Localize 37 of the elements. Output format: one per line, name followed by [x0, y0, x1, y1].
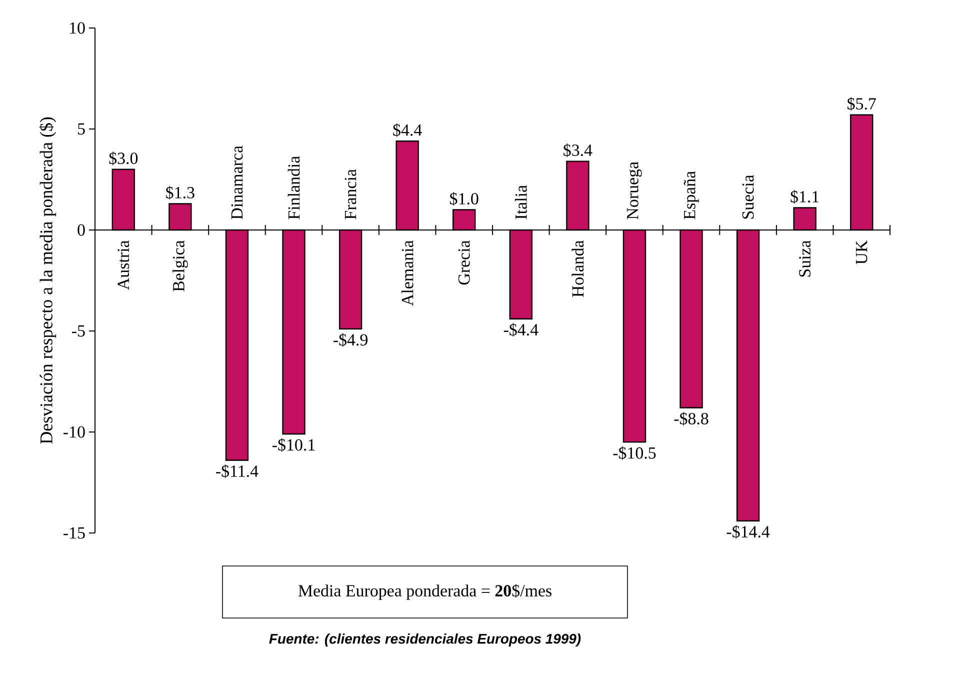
y-tick-label: -5	[72, 325, 85, 337]
x-tick-label: Francia	[344, 169, 356, 220]
data-label: -$4.9	[334, 333, 368, 347]
data-label: $5.7	[848, 97, 876, 111]
data-label: -$14.4	[726, 525, 770, 539]
x-tick-label: Austria	[118, 240, 130, 290]
x-tick-label: Suecia	[742, 174, 754, 219]
data-label: -$10.5	[613, 446, 656, 460]
data-label: -$4.4	[504, 323, 538, 337]
x-tick-label: Dinamarca	[231, 146, 243, 220]
source-note: Fuente: (clientes residenciales Europeos 1999)	[269, 633, 581, 646]
y-axis-title: Desviación respecto a la media ponderada ($)	[39, 117, 56, 444]
x-tick-label: Grecia	[458, 240, 470, 285]
data-label: $1.1	[790, 190, 819, 204]
x-tick-label: UK	[856, 240, 868, 264]
y-tick-label: -15	[64, 527, 85, 539]
y-tick-label: 0	[78, 224, 85, 236]
x-tick-label: Finlandia	[288, 156, 300, 220]
x-tick-label: Holanda	[572, 240, 584, 298]
data-label: $3.4	[564, 144, 592, 158]
data-label: $4.4	[393, 123, 422, 137]
y-tick-label: -10	[64, 426, 85, 438]
data-label: -$8.8	[674, 412, 708, 426]
x-tick-label: Suiza	[799, 240, 811, 277]
data-label: -$10.1	[272, 438, 315, 452]
x-tick-label: Italia	[514, 185, 527, 220]
data-label: -$11.4	[216, 464, 258, 478]
data-label: $3.0	[109, 152, 138, 166]
x-tick-label: Alemania	[401, 240, 414, 306]
y-tick-label: 10	[70, 22, 85, 34]
y-tick-label: 5	[78, 123, 85, 135]
text: Media Europea ponderada = 20$/mes	[298, 584, 552, 600]
data-label: $1.3	[166, 186, 194, 200]
x-tick-label: España	[684, 171, 699, 220]
x-tick-label: Belgica	[172, 240, 188, 292]
x-tick-label: Noruega	[627, 162, 642, 220]
data-label: $1.0	[450, 192, 478, 206]
